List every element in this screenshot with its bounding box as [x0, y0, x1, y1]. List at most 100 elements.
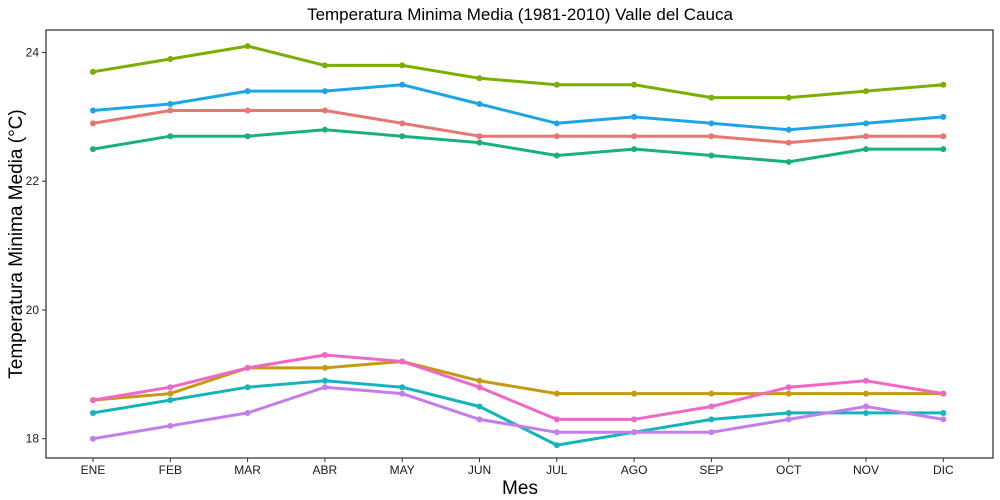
data-point: [399, 133, 406, 140]
data-point: [90, 146, 96, 153]
data-point: [785, 94, 792, 101]
data-point: [553, 442, 560, 449]
series-line: [92, 360, 944, 402]
series-layer: [90, 43, 947, 449]
data-point: [708, 390, 715, 397]
data-point: [785, 126, 792, 133]
series-line: [92, 379, 944, 447]
data-point: [321, 384, 328, 391]
data-point: [785, 409, 792, 416]
data-point: [90, 409, 96, 416]
chart-title: Temperatura Minima Media (1981-2010) Val…: [307, 5, 733, 24]
data-point: [785, 384, 792, 391]
x-tick-label: ENE: [81, 463, 106, 477]
series-3: [90, 107, 947, 146]
data-point: [167, 397, 174, 404]
series-1: [90, 43, 947, 101]
data-point: [940, 390, 947, 397]
series-5: [90, 358, 947, 404]
data-point: [631, 133, 638, 140]
data-point: [940, 146, 947, 153]
x-tick-label: JUL: [546, 463, 568, 477]
data-point: [708, 429, 715, 436]
data-point: [863, 403, 869, 410]
data-point: [631, 429, 638, 436]
x-tick-label: MAR: [234, 463, 261, 477]
data-point: [631, 81, 638, 88]
data-point: [785, 158, 792, 165]
data-point: [940, 113, 947, 120]
series-8: [90, 384, 947, 442]
y-axis-title: Temperatura Minima Media (°C): [6, 109, 27, 378]
data-point: [90, 68, 96, 75]
x-tick-label: SEP: [699, 463, 723, 477]
data-point: [399, 62, 406, 69]
data-point: [399, 81, 406, 88]
data-point: [476, 403, 483, 410]
data-point: [631, 390, 638, 397]
data-point: [167, 133, 174, 140]
data-point: [244, 107, 251, 114]
y-tick-label: 20: [26, 303, 40, 317]
series-line: [92, 353, 944, 421]
data-point: [321, 107, 328, 114]
data-point: [90, 107, 96, 114]
data-point: [167, 107, 174, 114]
x-tick-label: ABR: [313, 463, 338, 477]
data-point: [863, 88, 869, 95]
data-point: [90, 397, 96, 404]
x-axis: ENE FEB MAR ABR MAY JUN JUL AGO SEP OCT NOV DIC: [81, 458, 954, 477]
data-point: [708, 94, 715, 101]
x-tick-label: NOV: [853, 463, 879, 477]
data-point: [167, 422, 174, 429]
y-axis: 18 20 22 24: [26, 46, 46, 446]
data-point: [863, 377, 869, 384]
data-point: [399, 120, 406, 127]
x-tick-label: FEB: [159, 463, 182, 477]
series-line: [92, 385, 944, 441]
y-tick-label: 22: [26, 174, 40, 188]
data-point: [785, 416, 792, 423]
x-tick-label: DIC: [933, 463, 954, 477]
data-point: [785, 139, 792, 146]
data-point: [553, 81, 560, 88]
data-point: [321, 377, 328, 384]
data-point: [476, 139, 483, 146]
data-point: [244, 384, 251, 391]
data-point: [399, 390, 406, 397]
data-point: [553, 390, 560, 397]
data-point: [553, 429, 560, 436]
data-point: [167, 384, 174, 391]
series-line: [92, 128, 944, 164]
data-point: [321, 62, 328, 69]
series-line: [92, 44, 944, 100]
data-point: [399, 358, 406, 365]
data-point: [476, 377, 483, 384]
data-point: [553, 133, 560, 140]
y-tick-label: 18: [26, 432, 40, 446]
data-point: [244, 88, 251, 95]
y-tick-label: 24: [26, 46, 40, 60]
x-axis-title: Mes: [502, 478, 538, 499]
data-point: [708, 403, 715, 410]
data-point: [785, 390, 792, 397]
series-6: [90, 352, 947, 423]
data-point: [167, 390, 174, 397]
data-point: [708, 133, 715, 140]
x-tick-label: AGO: [621, 463, 648, 477]
data-point: [476, 416, 483, 423]
data-point: [863, 133, 869, 140]
data-point: [863, 390, 869, 397]
series-line: [92, 83, 944, 132]
series-4: [90, 126, 947, 165]
data-point: [863, 120, 869, 127]
data-point: [553, 416, 560, 423]
data-point: [708, 120, 715, 127]
data-point: [476, 133, 483, 140]
series-line: [92, 109, 944, 145]
data-point: [476, 384, 483, 391]
data-point: [708, 152, 715, 159]
x-tick-label: MAY: [390, 463, 415, 477]
